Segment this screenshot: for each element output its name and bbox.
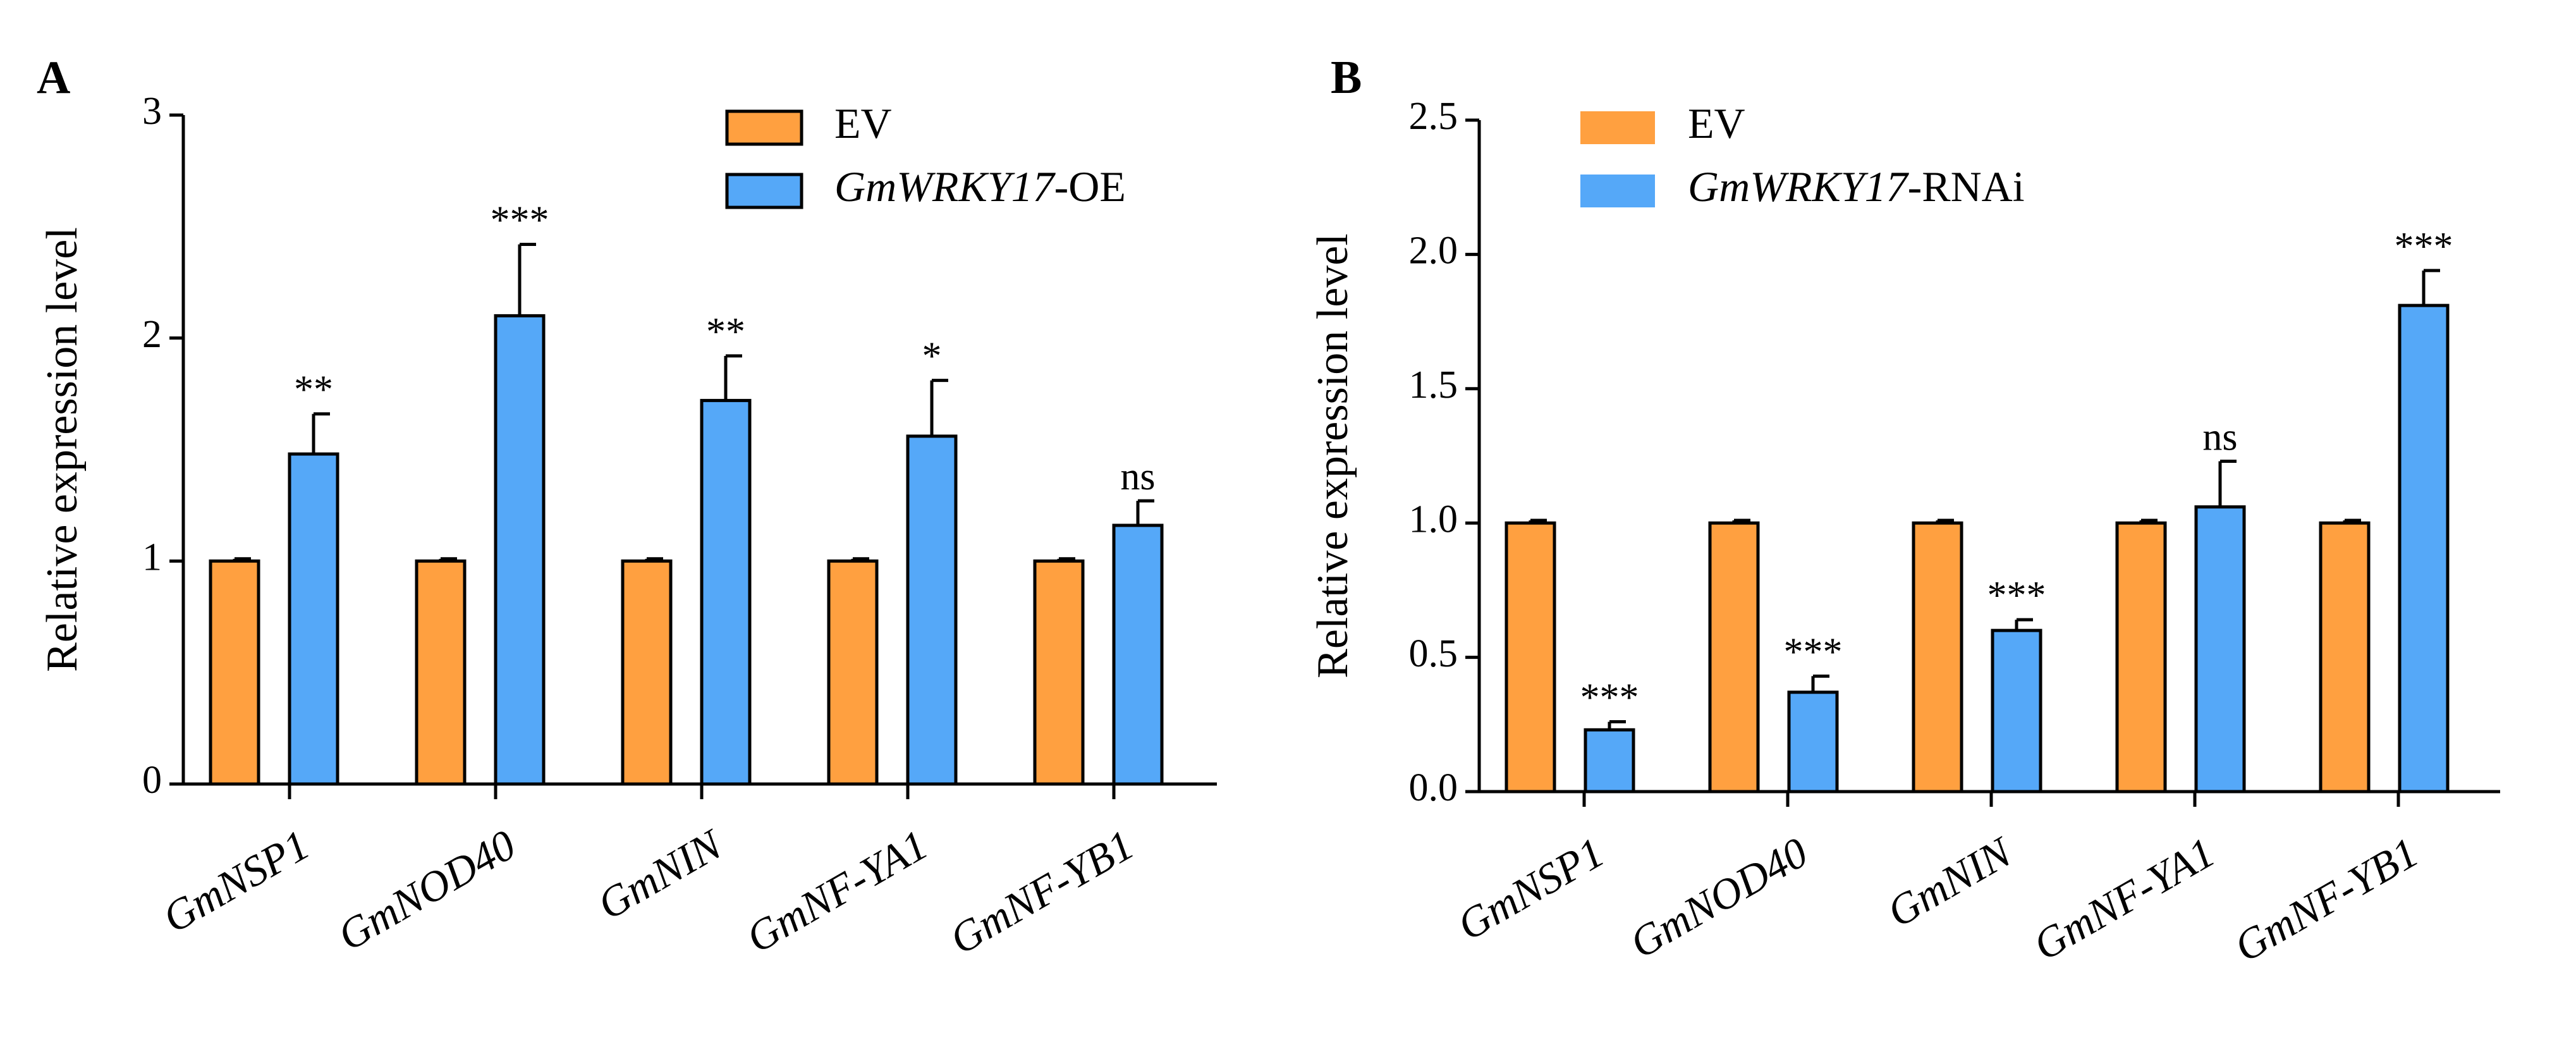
bar-ev: [2319, 521, 2371, 794]
bar-treatment: [2398, 303, 2450, 794]
bar-treatment: [1787, 690, 1839, 794]
bar-ev: [2115, 521, 2167, 794]
legend-condition: -OE: [1054, 162, 1126, 211]
y-tick-label: 2.0: [1409, 230, 1458, 273]
bar-ev: [1912, 521, 1963, 794]
significance-marker: *: [922, 335, 942, 378]
x-category-label: GmNOD40: [330, 820, 523, 960]
significance-marker: ***: [1580, 677, 1639, 720]
legend-entry-label: EV: [1688, 99, 1745, 147]
significance-marker: ***: [1987, 574, 2046, 617]
bar-treatment: [2194, 505, 2246, 794]
legend-condition: EV: [834, 99, 892, 147]
y-tick-label: 1: [142, 536, 162, 579]
legend-entry-label: GmWRKY17-RNAi: [1688, 162, 2025, 211]
x-category-label: GmNF-YA1: [2025, 828, 2223, 969]
bar-ev: [1708, 521, 1760, 794]
bar-treatment: [700, 398, 752, 786]
significance-marker: **: [294, 369, 333, 412]
x-category-label: GmNF-YB1: [942, 820, 1142, 963]
significance-marker: ns: [1120, 455, 1155, 498]
bar-treatment: [494, 314, 546, 786]
x-category-label: GmNOD40: [1622, 828, 1816, 967]
significance-marker: ***: [2395, 225, 2453, 268]
legend-entry-label: GmWRKY17-OE: [834, 162, 1126, 211]
y-tick-label: 0.5: [1409, 632, 1458, 675]
legend-gene-name: GmWRKY17: [1688, 162, 1910, 211]
bar-treatment: [288, 452, 339, 786]
legend-entry-label: EV: [834, 99, 892, 147]
x-category-label: GmNSP1: [155, 820, 317, 941]
bar-ev: [209, 559, 260, 786]
panel-label: B: [1331, 52, 1362, 104]
panel-b: B 0.0 0.5 1.0 1.5 2.0 2.5 Relative expression l…: [1309, 52, 2500, 971]
x-category-label: GmNIN: [1879, 827, 2021, 936]
legend-gene-name: GmWRKY17: [834, 162, 1056, 211]
legend-swatch: [725, 173, 803, 209]
significance-marker: ***: [1784, 630, 1843, 673]
y-tick-label: 2: [142, 313, 162, 356]
bar-treatment: [1991, 628, 2042, 794]
legend-swatch: [725, 109, 803, 146]
y-tick-label: 1.5: [1409, 364, 1458, 407]
bar-treatment: [906, 434, 958, 786]
y-axis-title: Relative expression level: [38, 227, 87, 672]
y-tick-label: 0: [142, 759, 162, 802]
x-category-label: GmNIN: [590, 819, 731, 929]
bar-ev: [1033, 559, 1085, 786]
significance-marker: ***: [491, 199, 549, 242]
bar-ev: [415, 559, 467, 786]
x-category-label: GmNSP1: [1450, 828, 1612, 949]
bar-treatment: [1112, 524, 1164, 786]
y-tick-label: 1.0: [1409, 498, 1458, 541]
panel-label: A: [37, 52, 70, 104]
bar-ev: [621, 559, 673, 786]
y-axis-title: Relative expression level: [1309, 233, 1357, 678]
legend-swatch: [1580, 111, 1655, 144]
y-tick-label: 3: [142, 90, 162, 133]
bar-ev: [827, 559, 879, 786]
bar-ev: [1505, 521, 1556, 794]
legend-condition: EV: [1688, 99, 1745, 147]
x-category-label: GmNF-YA1: [738, 820, 936, 962]
bar-treatment: [1584, 728, 1635, 794]
significance-marker: **: [706, 310, 745, 353]
x-category-label: GmNF-YB1: [2226, 828, 2426, 971]
significance-marker: ns: [2202, 415, 2237, 458]
legend-swatch: [1580, 175, 1655, 207]
y-tick-label: 0.0: [1409, 766, 1458, 809]
y-tick-label: 2.5: [1409, 95, 1458, 138]
legend-condition: -RNAi: [1908, 162, 2025, 211]
